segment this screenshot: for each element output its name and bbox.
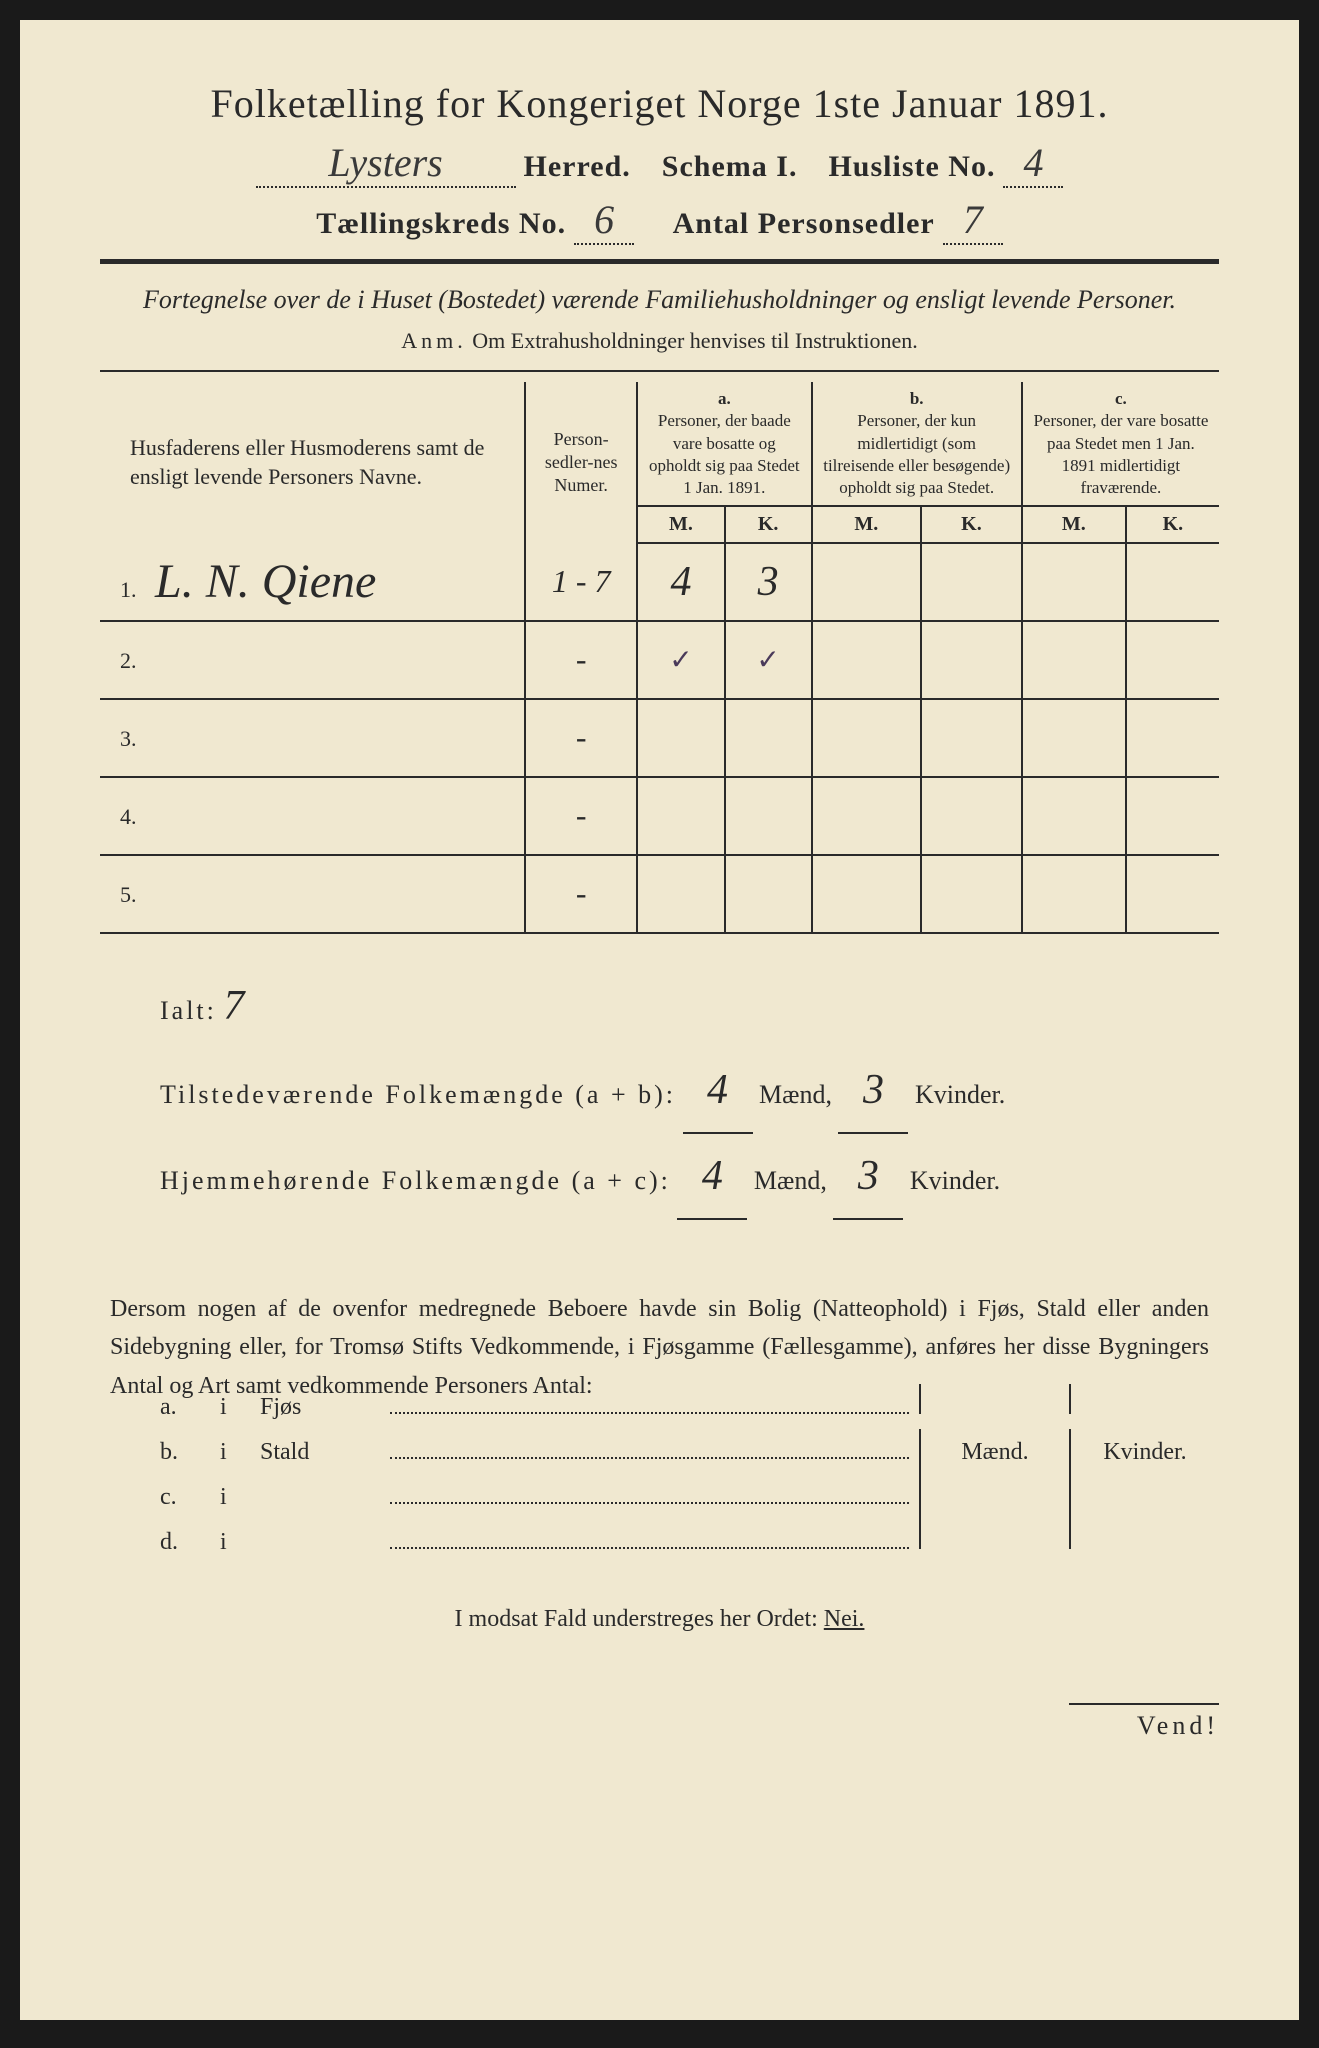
husliste-value: 4 <box>1003 139 1063 188</box>
resident-label: Hjemmehørende Folkemængde (a + c): <box>160 1166 671 1195</box>
nei-line: I modsat Fald understreges her Ordet: Ne… <box>100 1606 1219 1633</box>
ialt-value: 7 <box>223 983 244 1029</box>
census-form-page: Folketælling for Kongeriget Norge 1ste J… <box>20 20 1299 2020</box>
col-header-c: c. Personer, der vare bosatte paa Stedet… <box>1022 382 1219 505</box>
vend-label: Vend! <box>1069 1703 1219 1741</box>
schema-label: Schema I. <box>662 150 798 184</box>
anm-text: Om Extrahusholdninger henvises til Instr… <box>472 328 917 353</box>
kreds-label: Tællingskreds No. <box>316 207 566 241</box>
col-c-m: M. <box>1022 506 1126 543</box>
table-row: 1. L. N. Qiene1 - 743 <box>100 543 1219 621</box>
herred-value: Lysters <box>256 139 516 188</box>
maend-label: Mænd, <box>759 1080 832 1109</box>
kvinder-label: Kvinder. <box>910 1166 1000 1195</box>
col-b-m: M. <box>812 506 921 543</box>
col-header-names: Husfaderens eller Husmoderens samt de en… <box>100 382 525 542</box>
nei-word: Nei. <box>824 1606 865 1632</box>
ialt-label: Ialt: <box>160 996 217 1025</box>
present-label: Tilstedeværende Folkemængde (a + b): <box>160 1080 676 1109</box>
subtitle: Fortegnelse over de i Huset (Bostedet) v… <box>100 282 1219 318</box>
present-k: 3 <box>838 1048 908 1134</box>
herred-label: Herred. <box>524 150 631 184</box>
anm-label: Anm. <box>401 328 467 353</box>
household-table: Husfaderens eller Husmoderens samt de en… <box>100 382 1219 933</box>
col-header-numer: Person-sedler-nes Numer. <box>525 382 637 542</box>
table-row: 5. - <box>100 855 1219 933</box>
col-b-k: K. <box>921 506 1022 543</box>
outbuilding-row: d.i <box>160 1519 1219 1556</box>
col-a-m: M. <box>637 506 725 543</box>
divider <box>100 259 1219 264</box>
husliste-label: Husliste No. <box>828 150 995 184</box>
outbuildings-section: Mænd. Kvinder. a.iFjøsb.iStaldc.id.i <box>100 1435 1219 1556</box>
kvinder-label: Kvinder. <box>915 1080 1005 1109</box>
resident-k: 3 <box>833 1134 903 1220</box>
resident-m: 4 <box>677 1134 747 1220</box>
maend-label: Mænd, <box>754 1166 827 1195</box>
header-line-1: Lysters Herred. Schema I. Husliste No. 4 <box>100 139 1219 188</box>
col-a-k: K. <box>725 506 812 543</box>
col-header-b: b. Personer, der kun midlertidigt (som t… <box>812 382 1022 505</box>
table-row: 4. - <box>100 777 1219 855</box>
header-line-2: Tællingskreds No. 6 Antal Personsedler 7 <box>100 196 1219 245</box>
totals-section: Ialt: 7 Tilstedeværende Folkemængde (a +… <box>100 964 1219 1220</box>
antal-value: 7 <box>943 196 1003 245</box>
divider <box>100 370 1219 372</box>
kreds-value: 6 <box>574 196 634 245</box>
annotation: Anm. Om Extrahusholdninger henvises til … <box>100 328 1219 354</box>
present-m: 4 <box>683 1048 753 1134</box>
col-c-k: K. <box>1126 506 1219 543</box>
antal-label: Antal Personsedler <box>673 207 935 241</box>
col-header-a: a. Personer, der baade vare bosatte og o… <box>637 382 811 505</box>
table-row: 2. -✓✓ <box>100 621 1219 699</box>
page-title: Folketælling for Kongeriget Norge 1ste J… <box>100 80 1219 127</box>
table-row: 3. - <box>100 699 1219 777</box>
